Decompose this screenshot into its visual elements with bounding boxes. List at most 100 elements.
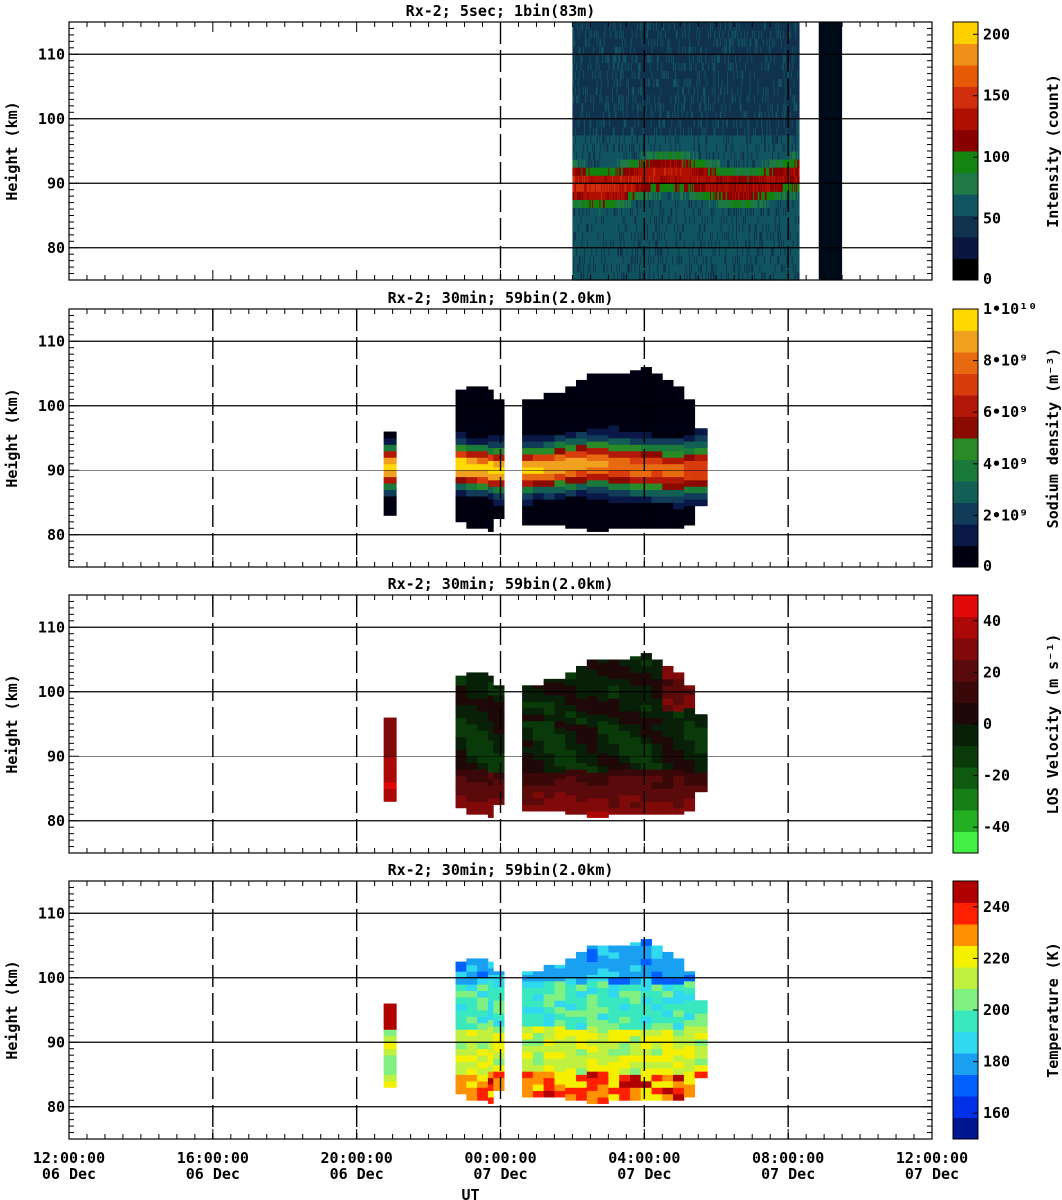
intensity-cell bbox=[667, 22, 670, 31]
intensity-cell bbox=[654, 22, 656, 31]
intensity-cell bbox=[621, 118, 624, 128]
intensity-cell bbox=[623, 271, 626, 281]
intensity-cell bbox=[586, 38, 589, 47]
intensity-cell bbox=[601, 175, 603, 184]
intensity-cell bbox=[630, 255, 633, 265]
intensity-cell bbox=[606, 215, 609, 225]
intensity-cell bbox=[641, 118, 644, 128]
intensity-cell bbox=[635, 215, 637, 225]
intensity-cell bbox=[647, 134, 649, 144]
intensity-cell bbox=[584, 46, 586, 55]
intensity-cell bbox=[613, 94, 616, 104]
intensity-cell bbox=[647, 183, 650, 192]
intensity-cell bbox=[592, 231, 594, 241]
intensity-cell bbox=[581, 118, 583, 128]
intensity-cell bbox=[595, 38, 598, 47]
intensity-cell bbox=[625, 70, 627, 80]
intensity-cell bbox=[655, 134, 657, 144]
intensity-cell bbox=[584, 271, 586, 281]
intensity-cell bbox=[591, 142, 593, 152]
intensity-cell bbox=[626, 167, 628, 176]
intensity-cell bbox=[657, 175, 660, 184]
intensity-cell bbox=[584, 159, 586, 168]
intensity-cell bbox=[639, 191, 642, 200]
intensity-cell bbox=[633, 191, 636, 200]
intensity-cell bbox=[616, 110, 618, 120]
intensity-cell bbox=[580, 215, 583, 225]
intensity-cell bbox=[617, 54, 619, 63]
intensity-cell bbox=[597, 102, 600, 112]
intensity-cell bbox=[573, 183, 575, 192]
intensity-cell bbox=[620, 167, 622, 176]
intensity-cell bbox=[658, 54, 661, 63]
intensity-cell bbox=[586, 239, 589, 249]
intensity-cell bbox=[582, 110, 584, 120]
intensity-cell bbox=[573, 134, 575, 144]
intensity-cell bbox=[615, 231, 618, 241]
intensity-cell bbox=[666, 215, 669, 225]
intensity-cell bbox=[625, 191, 627, 200]
intensity-cell bbox=[617, 134, 619, 144]
intensity-cell bbox=[613, 70, 616, 80]
intensity-cell bbox=[665, 126, 667, 136]
intensity-cell bbox=[669, 86, 671, 96]
intensity-cell bbox=[653, 70, 655, 80]
intensity-cell bbox=[648, 118, 651, 128]
intensity-cell bbox=[600, 54, 602, 63]
intensity-cell bbox=[581, 22, 583, 31]
intensity-cell bbox=[582, 207, 584, 217]
intensity-cell bbox=[647, 199, 650, 209]
intensity-cell bbox=[650, 70, 653, 80]
intensity-cell bbox=[636, 167, 638, 176]
intensity-cell bbox=[585, 118, 587, 128]
intensity-cell bbox=[673, 151, 675, 160]
intensity-cell bbox=[583, 86, 585, 96]
intensity-cell bbox=[628, 191, 630, 200]
intensity-cell bbox=[572, 86, 574, 96]
intensity-cell bbox=[660, 30, 663, 39]
intensity-cell bbox=[640, 223, 643, 233]
intensity-cell bbox=[597, 263, 600, 273]
intensity-cell bbox=[615, 159, 618, 168]
intensity-cell bbox=[656, 239, 659, 249]
intensity-cell bbox=[590, 239, 592, 249]
intensity-cell bbox=[665, 78, 667, 88]
intensity-cell bbox=[617, 151, 619, 160]
intensity-cell bbox=[662, 46, 664, 55]
intensity-cell bbox=[593, 183, 595, 192]
intensity-cell bbox=[621, 151, 624, 160]
intensity-cell bbox=[603, 70, 606, 80]
intensity-cell bbox=[581, 167, 583, 176]
intensity-cell bbox=[576, 175, 578, 184]
intensity-cell bbox=[652, 30, 654, 39]
intensity-cell bbox=[658, 102, 661, 112]
intensity-cell bbox=[579, 215, 582, 225]
intensity-cell bbox=[603, 134, 606, 144]
intensity-cell bbox=[652, 126, 654, 136]
intensity-cell bbox=[652, 70, 654, 80]
intensity-cell bbox=[595, 94, 598, 104]
intensity-cell bbox=[594, 175, 597, 184]
intensity-cell bbox=[668, 215, 671, 225]
intensity-cell bbox=[584, 134, 586, 144]
intensity-cell bbox=[645, 239, 647, 249]
intensity-cell bbox=[633, 38, 636, 47]
intensity-cell bbox=[628, 199, 630, 209]
intensity-cell bbox=[581, 191, 583, 200]
intensity-cell bbox=[598, 102, 600, 112]
intensity-cell bbox=[605, 199, 608, 209]
intensity-cell bbox=[580, 167, 583, 176]
intensity-cell bbox=[671, 38, 673, 47]
intensity-cell bbox=[658, 223, 661, 233]
intensity-cell bbox=[660, 239, 663, 249]
intensity-cell bbox=[646, 223, 648, 233]
intensity-cell bbox=[594, 271, 597, 281]
intensity-cell bbox=[656, 167, 658, 176]
intensity-cell bbox=[629, 78, 631, 88]
intensity-cell bbox=[633, 78, 636, 88]
intensity-cell bbox=[585, 191, 588, 200]
intensity-cell bbox=[626, 30, 628, 39]
intensity-cell bbox=[656, 118, 659, 128]
intensity-cell bbox=[603, 167, 606, 176]
intensity-cell bbox=[597, 70, 600, 80]
